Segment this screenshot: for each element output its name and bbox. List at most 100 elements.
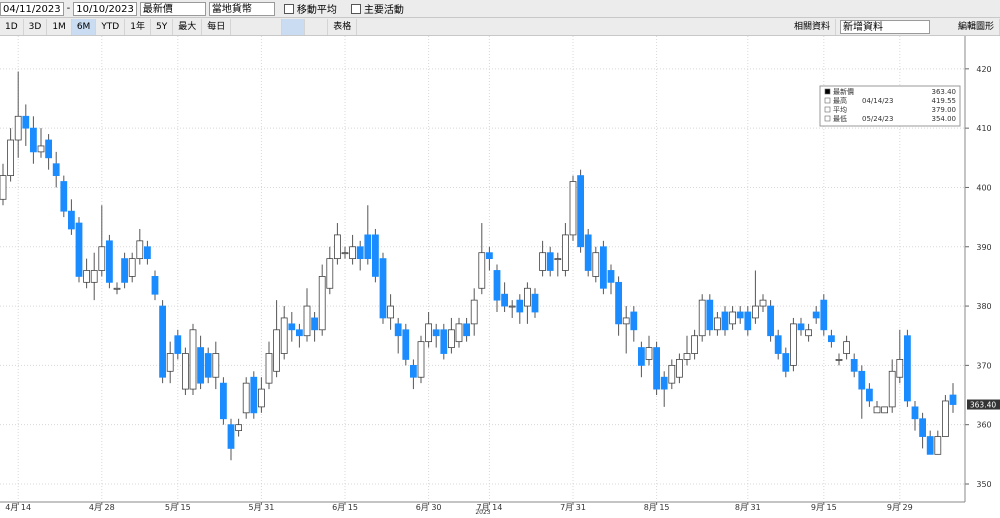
candle-up [349,246,357,260]
range-button[interactable]: 5Y [151,18,174,35]
add-data[interactable]: 新增資料 [839,19,930,34]
y-tick-label: 370 [976,361,991,370]
candle-up [881,406,888,414]
candle-down [288,323,296,331]
range-button[interactable]: 3D [24,18,48,35]
candle-down [850,359,858,372]
legend-date: 05/24/23 [862,115,893,123]
y-tick-label: 410 [976,124,991,133]
candle-down [630,311,638,331]
candle-down [22,115,30,129]
candle-up [83,270,90,283]
candle-up [90,270,98,283]
x-tick-label: 8月 15 [644,503,670,512]
legend-value: 379.00 [932,106,957,114]
x-tick-label: 8月 31 [735,503,761,512]
candle-up [645,347,653,360]
legend-icon [824,106,831,113]
checkbox[interactable] [350,3,361,14]
candle-down [485,252,493,260]
candle-down [106,240,113,283]
x-tick-label: 6月 15 [332,503,358,512]
checkbox[interactable] [283,3,294,14]
candle-down [204,353,212,378]
legend-label: 最高 [833,96,847,105]
x-tick-label: 7月 31 [560,503,586,512]
price-type[interactable]: 最新價 [139,1,206,16]
tool[interactable] [231,18,283,35]
start-date[interactable]: 04/11/2023 [0,1,64,16]
candle-up [805,329,812,337]
candle-up [554,258,562,261]
range-button[interactable]: 1年 [125,18,151,35]
range-button[interactable]: 最大 [173,18,203,35]
last-price-box [967,399,1000,410]
x-tick-label: 9月 29 [887,503,913,512]
candle-down [926,436,934,455]
candle-down [151,276,159,295]
related[interactable]: 相關資料 [789,18,836,35]
candle-down [52,163,60,176]
candle-down [767,305,774,337]
legend-label: 最低 [833,114,847,123]
candle-up [470,299,478,325]
candle-up [98,246,106,271]
candle-down [432,329,440,337]
candle-up [128,258,136,277]
range-button[interactable]: 1M [47,18,72,35]
candle-down [143,246,151,260]
candle-down [797,323,805,331]
candle-up [14,115,22,141]
candle-up [539,252,546,271]
candle-up [166,353,174,372]
candle-down [828,335,835,343]
candle-down [197,347,205,384]
candle-up [212,353,220,378]
candle-down [219,382,227,420]
candle-up [425,323,433,343]
candle-down [29,127,37,153]
candle-down [911,406,919,420]
moving-average[interactable]: 移動平均 [296,5,337,16]
candle-down [394,323,402,337]
end-date[interactable]: 10/10/2023 [73,1,137,16]
table[interactable]: 表格 [328,18,358,35]
candle-down [463,323,471,337]
candle-down [721,311,729,331]
range-button[interactable]: YTD [96,18,126,35]
x-tick-label: 6月 30 [416,503,442,512]
x-tick-label: 5月 15 [165,503,191,512]
y-tick-label: 380 [976,302,991,311]
candle-down [600,246,607,289]
candle-up [759,299,767,307]
candle-up [37,145,45,153]
tool[interactable] [282,18,306,35]
tool[interactable] [305,18,329,35]
x-tick-label: 4月 28 [89,503,115,512]
candle-down [516,299,524,313]
candle-down [904,335,911,402]
candle-down [356,246,364,260]
range-button[interactable]: 6M [71,18,97,35]
legend-label: 最新價 [833,87,854,96]
y-tick-label: 400 [976,183,991,192]
key-events[interactable]: 主要活動 [363,5,404,16]
candle-down [493,270,501,301]
candle-up [896,359,904,378]
candle-down [706,299,714,331]
candle-up [387,305,395,319]
chart: 350 360 370 380 390 400 410 420 4月 14 4月 28 5月 15 5… [0,36,1000,516]
candle-up [273,329,281,372]
candle-down [364,234,372,260]
legend-value: 354.00 [932,115,957,123]
candle-down [371,234,379,277]
candle-down [227,424,235,449]
frequency[interactable]: 每日 [202,18,232,35]
candle-up [888,370,896,408]
candle-down [744,311,752,331]
candle-down [949,394,957,405]
candle-up [333,234,341,260]
range-button[interactable]: 1D [0,18,24,35]
currency[interactable]: 當地貨幣 [208,1,275,16]
edit[interactable]: 編輯圖形 [953,18,1000,35]
